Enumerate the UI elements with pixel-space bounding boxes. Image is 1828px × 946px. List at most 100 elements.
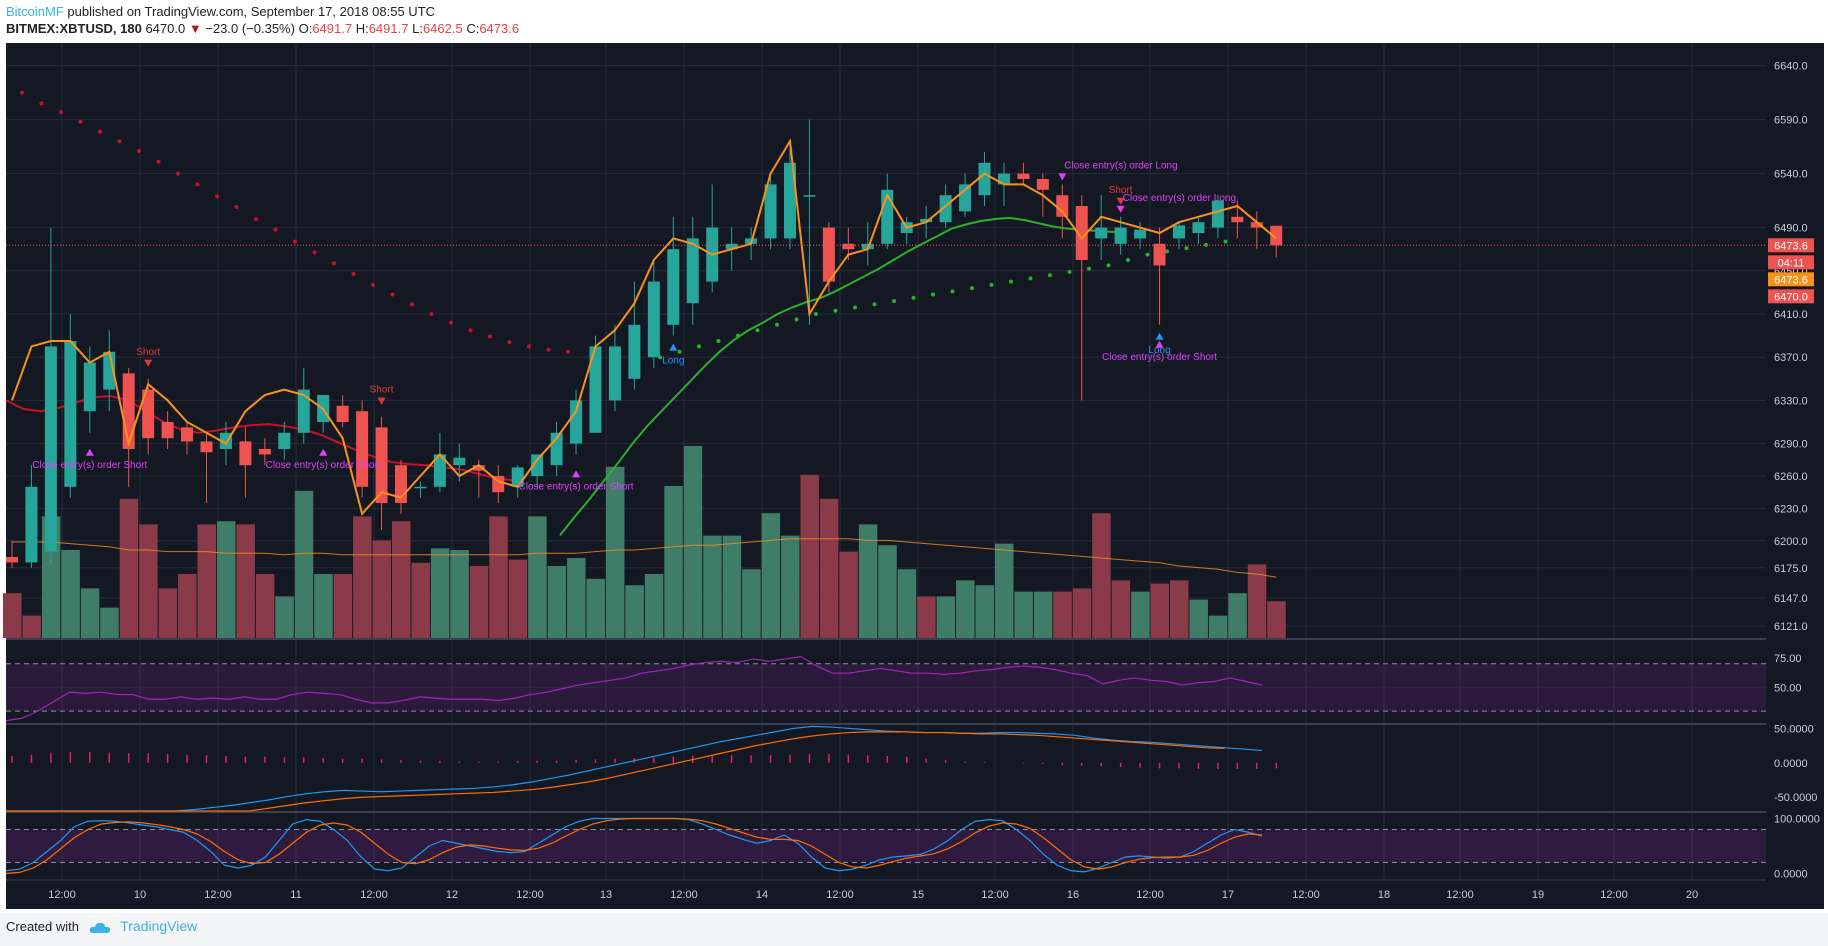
sar-dot-red [117, 139, 122, 144]
candle-body [939, 195, 952, 223]
candle-body [181, 427, 194, 442]
tradingview-link[interactable]: TradingView [120, 918, 198, 934]
price-tick-label: 6290.0 [1774, 439, 1808, 451]
low-label: L: [412, 21, 423, 36]
volume-ma-line [12, 538, 1277, 578]
time-tick-label: 18 [1378, 889, 1390, 901]
volume-bar [197, 524, 216, 638]
candle-body [453, 457, 466, 466]
time-tick-label: 12:00 [204, 889, 232, 901]
sar-dot-green [1087, 266, 1091, 271]
candle-body [997, 173, 1010, 185]
trading-chart[interactable]: 6121.0 6147.0 6175.0 6200.0 6230.0 6260.0 6290… [0, 43, 1828, 913]
volume-bar [605, 466, 625, 638]
close-short-arrow-icon [319, 448, 328, 456]
volume-bar [1111, 580, 1131, 638]
time-tick-label: 13 [600, 889, 612, 901]
volume-bar [158, 588, 178, 638]
candle-body [356, 411, 369, 487]
candle-body [842, 243, 855, 250]
price-tick-label: 6590.0 [1774, 115, 1808, 127]
symbol-line: BITMEX:XBTUSD, 180 6470.0 ▼ −23.0 (−0.35… [6, 21, 519, 36]
created-with-text: Created with [6, 919, 79, 934]
symbol-label[interactable]: BITMEX:XBTUSD, 180 [6, 21, 142, 36]
sar-dot-green [814, 312, 818, 316]
volume-bar [586, 578, 605, 638]
volume-bar [411, 562, 430, 638]
time-tick-label: 19 [1532, 889, 1544, 901]
candle-body [822, 227, 835, 282]
close-short-arrow-icon [85, 448, 94, 456]
close-short-label: Close entry(s) order Short [519, 481, 634, 492]
price-tick-label: 6200.0 [1774, 536, 1808, 548]
candle-body [64, 341, 77, 487]
volume-bar [936, 596, 956, 638]
candle-body [1231, 216, 1244, 223]
close-long-arrow-icon [1116, 205, 1125, 213]
candle-body [1211, 200, 1224, 228]
time-tick-label: 15 [912, 889, 924, 901]
volume-bar [508, 559, 528, 638]
volume-bar [781, 535, 800, 638]
sar-dot-green [1184, 246, 1189, 251]
high-value: 6491.7 [368, 21, 409, 36]
sar-dot-red [176, 171, 180, 176]
candle-body [978, 162, 991, 196]
sar-dot-red [546, 347, 551, 352]
candle-body [161, 422, 174, 439]
rsi-line [5, 655, 1263, 722]
price-tick-label: 6410.0 [1774, 309, 1808, 321]
macd-tick-label: -50.0000 [1774, 792, 1817, 804]
long-signal-label: Long [1148, 345, 1170, 356]
close-long-arrow-icon [1058, 173, 1067, 181]
volume-bar [858, 524, 878, 638]
volume-bar [683, 446, 703, 638]
candle-body [433, 454, 446, 487]
sar-dot-red [527, 344, 531, 349]
candle-body [725, 243, 738, 250]
time-tick-label: 16 [1067, 889, 1079, 901]
volume-bar [1131, 591, 1150, 638]
sar-dot-green [911, 295, 916, 300]
volume-bar [722, 535, 742, 638]
down-arrow-icon: ▼ [188, 21, 202, 36]
volume-bar [216, 521, 236, 638]
volume-bar [22, 615, 41, 638]
close-short-arrow-icon [572, 470, 581, 478]
price-tick-label: 6490.0 [1774, 223, 1808, 235]
candle-body [764, 184, 777, 239]
sar-dot-green [1165, 249, 1169, 254]
price-tick-label: 6121.0 [1774, 621, 1808, 633]
close-short-label: Close entry(s) order Short [266, 460, 381, 471]
sar-dot-red [293, 239, 297, 244]
volume-bar [236, 524, 255, 638]
time-tick-label: 10 [134, 889, 146, 901]
candle-body [142, 389, 155, 439]
volume-bar [1092, 513, 1111, 638]
price-tick-label: 6540.0 [1774, 169, 1808, 181]
plot-background [6, 43, 1766, 879]
candle-body [920, 218, 933, 223]
macd-tick-label: 50.0000 [1774, 723, 1814, 735]
volume-bar [1072, 588, 1092, 638]
close-short-label: Close entry(s) order Short [32, 460, 147, 471]
sar-dot-green [892, 299, 896, 304]
sar-dot-green [1126, 258, 1130, 262]
time-tick-label: 12:00 [670, 889, 698, 901]
author-link[interactable]: BitcoinMF [6, 4, 64, 19]
volume-bar [314, 574, 333, 638]
volume-bar [1228, 593, 1247, 638]
candle-body [589, 346, 602, 433]
sar-dot-green [1223, 239, 1228, 244]
candle-body [336, 405, 349, 422]
candle-body [375, 427, 388, 503]
time-axis-background [6, 879, 1766, 909]
candle-body [200, 441, 213, 453]
candle-body [784, 162, 796, 239]
candle-body [1036, 179, 1049, 190]
short-signal-label: Short [1109, 185, 1133, 196]
sar-dot-green [755, 328, 760, 333]
candle-body [297, 389, 310, 433]
candle-body [1095, 227, 1108, 239]
candle-body [1173, 225, 1185, 239]
